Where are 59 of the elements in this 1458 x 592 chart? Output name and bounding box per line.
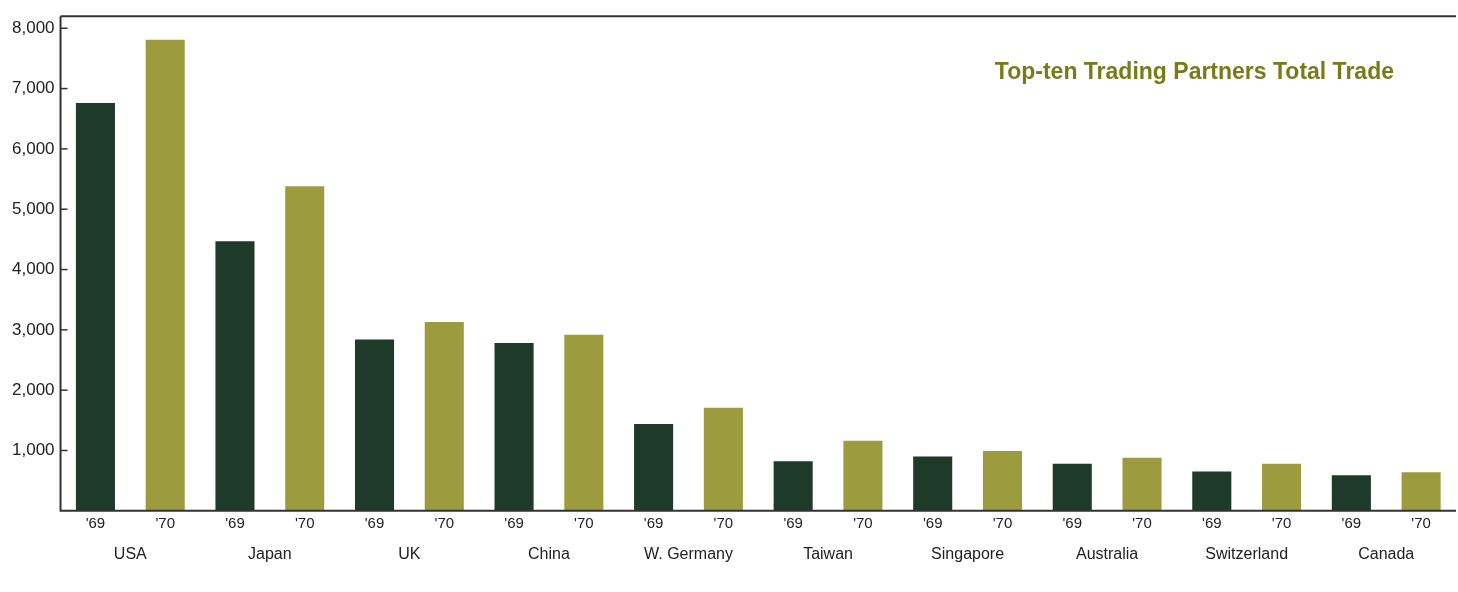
y-tick-label: 3,000 (11, 319, 55, 339)
bar (1401, 472, 1441, 511)
text: '70 (294, 514, 315, 532)
text: '70 (574, 514, 594, 532)
text: '70 (853, 514, 873, 532)
x-tick-label: China (528, 544, 570, 562)
text: '70 (992, 514, 1013, 532)
text: Top-ten Trading Partners Total Trade (994, 57, 1394, 84)
bar (703, 407, 743, 511)
x-tick-label: Singapore (931, 544, 1005, 562)
y-tick-label: 7,000 (11, 78, 55, 98)
bar (1192, 471, 1232, 511)
x-tick-label: UK (398, 544, 421, 562)
x-tick-label: Canada (1358, 544, 1415, 562)
bar (982, 451, 1023, 511)
bar (424, 322, 464, 511)
bar (1122, 457, 1162, 511)
text: '69 (504, 514, 524, 532)
bar (564, 334, 604, 511)
series-label: '70 (155, 514, 175, 532)
y-tick-label: 2,000 (11, 379, 55, 399)
y-tick-label: 1,000 (11, 440, 55, 460)
text: '69 (1341, 514, 1362, 532)
bar (634, 423, 674, 511)
bar (215, 241, 255, 511)
bar (1331, 475, 1371, 511)
text: '69 (643, 514, 664, 532)
bar (913, 456, 953, 511)
series-label: '69 (85, 514, 106, 532)
bar (843, 440, 883, 511)
bar (354, 339, 395, 511)
text: '70 (1411, 514, 1431, 532)
text: '69 (922, 514, 943, 532)
x-tick-label: Japan (248, 544, 292, 562)
text: '69 (364, 514, 385, 532)
text: '70 (713, 514, 734, 532)
y-tick-label: 8,000 (11, 17, 55, 37)
bar (285, 186, 325, 511)
text: '69 (783, 514, 803, 532)
bar (494, 343, 534, 511)
y-tick-label: 6,000 (11, 138, 55, 158)
bar (773, 461, 813, 511)
text: '70 (1271, 514, 1292, 532)
bar (1052, 463, 1092, 511)
y-tick-label: 5,000 (11, 198, 55, 218)
text: '70 (1132, 514, 1152, 532)
x-tick-label: Switzerland (1205, 544, 1289, 562)
x-tick-label: W. Germany (644, 544, 733, 562)
text: '69 (1202, 514, 1222, 532)
text: '69 (1062, 514, 1083, 532)
x-tick-label: USA (113, 544, 148, 562)
text: '70 (434, 514, 455, 532)
text: '69 (225, 514, 245, 532)
x-tick-label: Taiwan (803, 544, 853, 562)
bar (145, 39, 185, 511)
bar (75, 103, 115, 511)
bar (1262, 463, 1302, 511)
y-tick-label: 4,000 (11, 259, 55, 279)
x-tick-label: Australia (1076, 544, 1139, 562)
